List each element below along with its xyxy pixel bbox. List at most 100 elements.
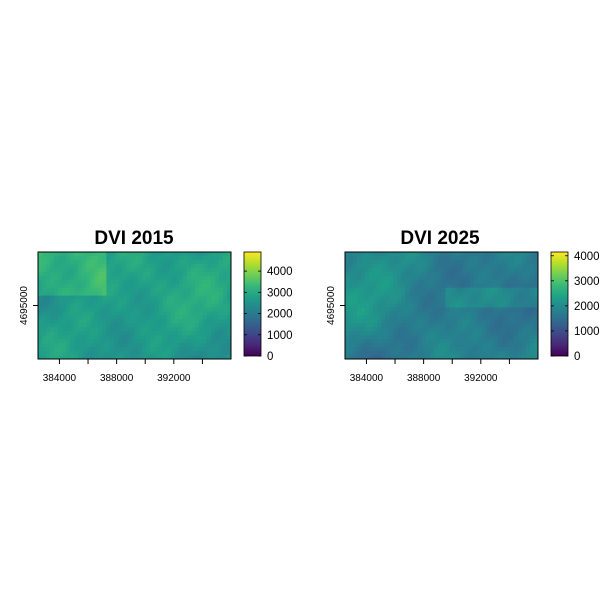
raster-cell bbox=[171, 315, 175, 319]
raster-cell bbox=[207, 307, 211, 311]
raster-cell bbox=[98, 252, 102, 256]
raster-cell bbox=[373, 335, 377, 339]
raster-cell bbox=[369, 252, 373, 256]
raster-cell bbox=[425, 276, 429, 280]
raster-cell bbox=[135, 339, 139, 343]
raster-cell bbox=[187, 343, 191, 347]
raster-cell bbox=[510, 343, 514, 347]
raster-cell bbox=[429, 300, 433, 304]
raster-cell bbox=[159, 256, 163, 260]
raster-cell bbox=[377, 256, 381, 260]
raster-cell bbox=[413, 304, 417, 308]
raster-cell bbox=[393, 304, 397, 308]
raster-cell bbox=[155, 331, 159, 335]
raster-cell bbox=[223, 339, 227, 343]
raster-cell bbox=[526, 323, 530, 327]
raster-cell bbox=[118, 351, 122, 355]
raster-cell bbox=[421, 264, 425, 268]
raster-cell bbox=[94, 347, 98, 351]
raster-cell bbox=[151, 319, 155, 323]
raster-cell bbox=[82, 272, 86, 276]
raster-cell bbox=[373, 284, 377, 288]
raster-cell bbox=[167, 300, 171, 304]
raster-cell bbox=[195, 343, 199, 347]
raster-cell bbox=[353, 256, 357, 260]
raster-cell bbox=[462, 311, 466, 315]
raster-cell bbox=[126, 304, 130, 308]
raster-cell bbox=[143, 272, 147, 276]
raster-cell bbox=[42, 343, 46, 347]
raster-cell bbox=[82, 280, 86, 284]
raster-cell bbox=[183, 331, 187, 335]
raster-cell bbox=[506, 351, 510, 355]
raster-cell bbox=[522, 347, 526, 351]
raster-cell bbox=[389, 327, 393, 331]
raster-cell bbox=[462, 264, 466, 268]
raster-cell bbox=[450, 300, 454, 304]
raster-cell bbox=[494, 315, 498, 319]
raster-cell bbox=[522, 280, 526, 284]
raster-cell bbox=[361, 296, 365, 300]
raster-cell bbox=[357, 307, 361, 311]
raster-cell bbox=[211, 343, 215, 347]
raster-cell bbox=[349, 343, 353, 347]
raster-cell bbox=[223, 276, 227, 280]
raster-cell bbox=[377, 276, 381, 280]
raster-cell bbox=[502, 327, 506, 331]
raster-cell bbox=[437, 327, 441, 331]
raster-cell bbox=[58, 319, 62, 323]
raster-cell bbox=[199, 288, 203, 292]
raster-cell bbox=[50, 288, 54, 292]
raster-cell bbox=[429, 276, 433, 280]
raster-cell bbox=[498, 268, 502, 272]
raster-cell bbox=[401, 260, 405, 264]
raster-cell bbox=[78, 288, 82, 292]
raster-cell bbox=[215, 307, 219, 311]
raster-cell bbox=[147, 311, 151, 315]
raster-cell bbox=[58, 252, 62, 256]
raster-cell bbox=[114, 296, 118, 300]
raster-cell bbox=[429, 260, 433, 264]
raster-cell bbox=[401, 268, 405, 272]
raster-cell bbox=[393, 347, 397, 351]
raster-cell bbox=[118, 256, 122, 260]
raster-cell bbox=[425, 268, 429, 272]
raster-cell bbox=[46, 331, 50, 335]
raster-cell bbox=[462, 339, 466, 343]
raster-cell bbox=[369, 280, 373, 284]
raster-cell bbox=[377, 315, 381, 319]
raster-cell bbox=[482, 284, 486, 288]
raster-cell bbox=[90, 343, 94, 347]
raster-cell bbox=[361, 252, 365, 256]
raster-cell bbox=[139, 351, 143, 355]
raster-cell bbox=[490, 304, 494, 308]
raster-cell bbox=[203, 288, 207, 292]
raster-cell bbox=[369, 343, 373, 347]
raster-cell bbox=[474, 264, 478, 268]
raster-cell bbox=[381, 288, 385, 292]
raster-cell bbox=[147, 343, 151, 347]
raster-cell bbox=[223, 252, 227, 256]
raster-cell bbox=[345, 280, 349, 284]
raster-cell bbox=[143, 351, 147, 355]
raster-cell bbox=[437, 304, 441, 308]
raster-cell bbox=[377, 300, 381, 304]
raster-cell bbox=[50, 331, 54, 335]
raster-cell bbox=[122, 276, 126, 280]
raster-cell bbox=[66, 284, 70, 288]
raster-cell bbox=[118, 288, 122, 292]
raster-cell bbox=[381, 256, 385, 260]
raster-cell bbox=[171, 304, 175, 308]
raster-cell bbox=[478, 260, 482, 264]
raster-cell bbox=[70, 351, 74, 355]
raster-cell bbox=[187, 268, 191, 272]
raster-cell bbox=[74, 272, 78, 276]
raster-cell bbox=[470, 272, 474, 276]
raster-cell bbox=[163, 343, 167, 347]
raster-cell bbox=[219, 300, 223, 304]
raster-cell bbox=[510, 252, 514, 256]
raster-cell bbox=[381, 272, 385, 276]
raster-cell bbox=[86, 315, 90, 319]
raster-cell bbox=[58, 268, 62, 272]
raster-cell bbox=[223, 347, 227, 351]
